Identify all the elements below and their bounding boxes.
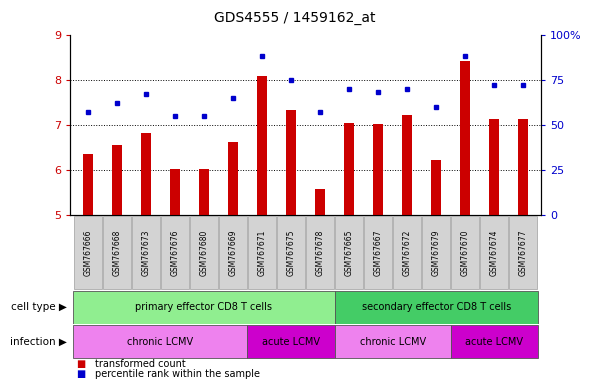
Bar (248, 216, 276, 289)
Bar (480, 216, 508, 289)
Text: ■: ■ (76, 359, 86, 369)
Bar (315, 189, 325, 215)
Bar (190, 216, 218, 289)
Bar (286, 110, 296, 215)
Text: GSM767669: GSM767669 (229, 229, 238, 276)
Text: GSM767665: GSM767665 (345, 229, 354, 276)
Bar (402, 115, 412, 215)
Bar (132, 216, 159, 289)
Bar (277, 216, 305, 289)
Bar (219, 216, 247, 289)
Bar (393, 216, 421, 289)
Bar (73, 291, 335, 324)
Bar (247, 325, 335, 358)
Bar (373, 124, 383, 215)
Text: GSM767679: GSM767679 (432, 229, 441, 276)
Text: GSM767674: GSM767674 (490, 229, 499, 276)
Bar (344, 122, 354, 215)
Bar (82, 154, 93, 215)
Bar (335, 325, 451, 358)
Bar (451, 325, 538, 358)
Bar (518, 119, 529, 215)
Bar (335, 216, 363, 289)
Text: acute LCMV: acute LCMV (262, 337, 320, 347)
Text: chronic LCMV: chronic LCMV (359, 337, 426, 347)
Bar (199, 169, 209, 215)
Text: GSM767668: GSM767668 (112, 229, 121, 276)
Bar (74, 216, 101, 289)
Text: GDS4555 / 1459162_at: GDS4555 / 1459162_at (214, 11, 375, 25)
Text: GSM767670: GSM767670 (461, 229, 470, 276)
Bar (228, 142, 238, 215)
Bar (306, 216, 334, 289)
Bar (422, 216, 450, 289)
Bar (510, 216, 537, 289)
Text: GSM767678: GSM767678 (315, 229, 324, 276)
Text: primary effector CD8 T cells: primary effector CD8 T cells (136, 302, 273, 312)
Text: GSM767675: GSM767675 (287, 229, 296, 276)
Bar (257, 76, 267, 215)
Bar (141, 133, 151, 215)
Bar (103, 216, 131, 289)
Bar (335, 291, 538, 324)
Bar (112, 145, 122, 215)
Bar (170, 169, 180, 215)
Text: GSM767677: GSM767677 (519, 229, 528, 276)
Text: infection ▶: infection ▶ (10, 337, 67, 347)
Text: GSM767672: GSM767672 (403, 229, 412, 276)
Text: transformed count: transformed count (95, 359, 186, 369)
Text: secondary effector CD8 T cells: secondary effector CD8 T cells (362, 302, 511, 312)
Bar (364, 216, 392, 289)
Text: chronic LCMV: chronic LCMV (127, 337, 193, 347)
Text: GSM767671: GSM767671 (257, 229, 266, 276)
Bar (431, 160, 441, 215)
Text: cell type ▶: cell type ▶ (12, 302, 67, 312)
Text: GSM767680: GSM767680 (199, 229, 208, 276)
Text: GSM767666: GSM767666 (83, 229, 92, 276)
Text: ■: ■ (76, 369, 86, 379)
Bar (161, 216, 189, 289)
Bar (460, 61, 470, 215)
Text: GSM767676: GSM767676 (170, 229, 179, 276)
Text: percentile rank within the sample: percentile rank within the sample (95, 369, 260, 379)
Text: acute LCMV: acute LCMV (465, 337, 523, 347)
Bar (489, 119, 499, 215)
Text: GSM767673: GSM767673 (141, 229, 150, 276)
Bar (73, 325, 247, 358)
Bar (452, 216, 479, 289)
Text: GSM767667: GSM767667 (373, 229, 382, 276)
